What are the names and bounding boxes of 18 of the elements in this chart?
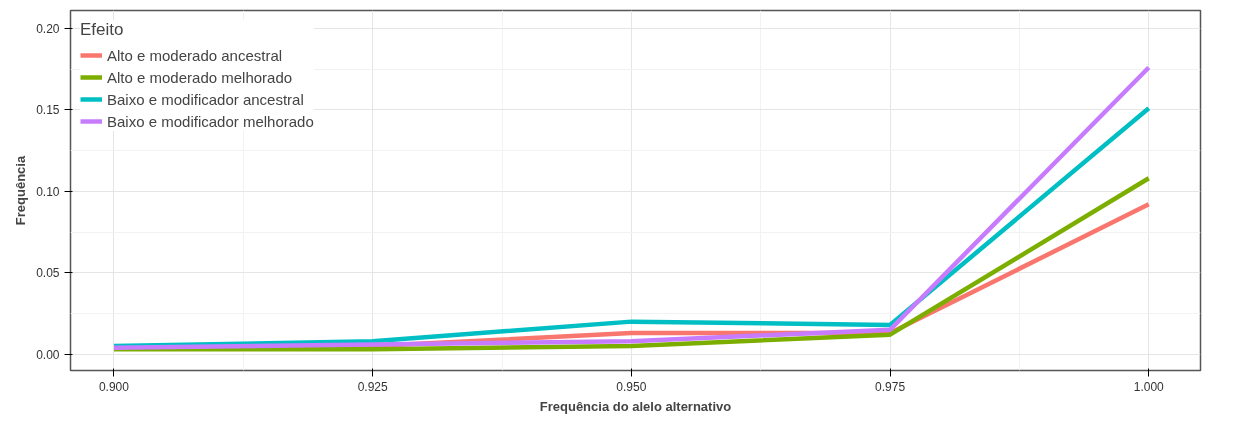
x-axis-title: Frequência do alelo alternativo [539,398,732,414]
legend-label: Alto e moderado melhorado [107,68,293,86]
x-tick-label: 0.950 [616,379,647,394]
y-tick-label: 0.20 [36,21,60,36]
y-axis-title: Frequência [13,155,29,226]
line-series [111,176,1152,352]
x-tick-label: 1.000 [1133,379,1165,394]
x-tick-label: 0.975 [875,379,906,394]
legend-title: Efeito [80,20,125,40]
legend-label: Baixo e modificador melhorado [107,112,314,130]
y-tick-label: 0.10 [36,184,60,199]
y-tick-label: 0.15 [36,103,60,118]
x-tick-label: 0.900 [98,379,130,394]
legend-label: Alto e moderado ancestral [107,46,283,64]
y-tick-label: 0.00 [36,347,60,362]
legend-label: Baixo e modificador ancestral [107,90,304,108]
y-tick-label: 0.05 [36,266,60,281]
x-tick-label: 0.925 [357,379,388,394]
